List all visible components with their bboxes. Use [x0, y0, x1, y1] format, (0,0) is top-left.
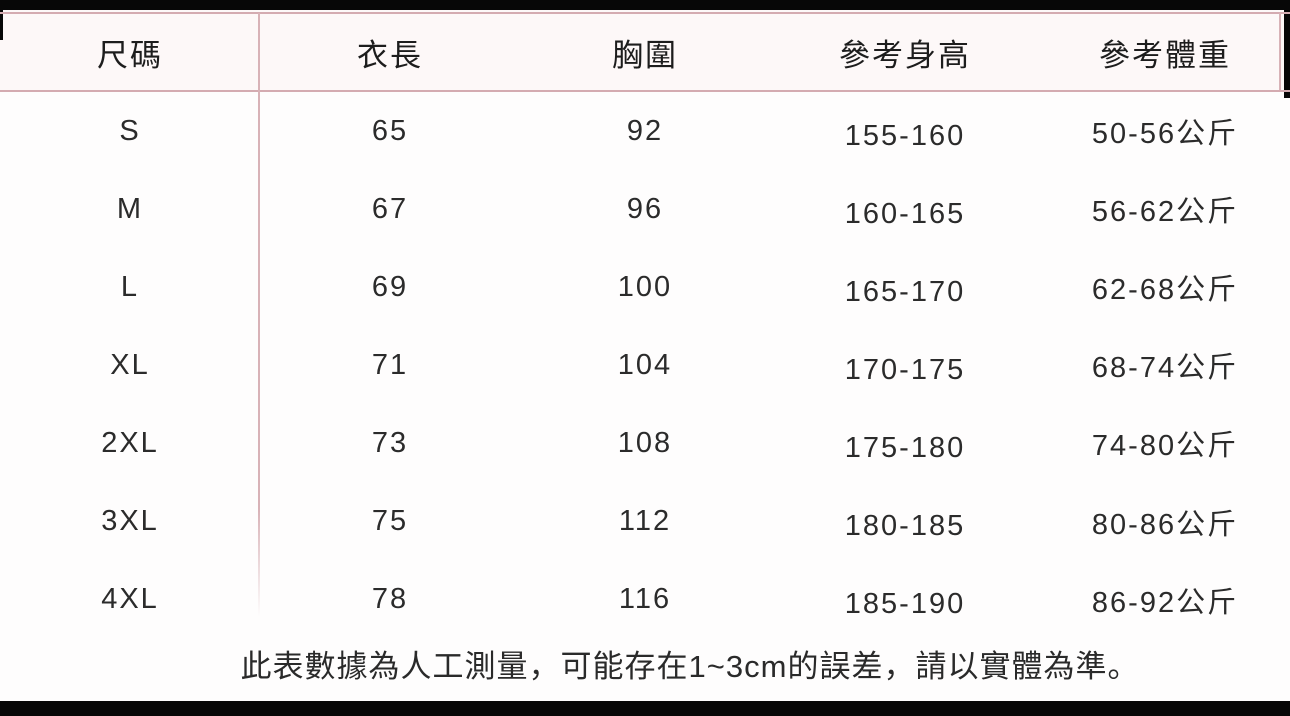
size-cell: 4XL — [101, 583, 159, 616]
table-right-rule — [1279, 13, 1281, 90]
length-cell: 73 — [371, 426, 409, 459]
height-cell: 155-160 — [844, 119, 966, 152]
height-cell: 165-170 — [844, 275, 966, 308]
height-cell: 175-180 — [844, 431, 966, 464]
chest-cell: 112 — [618, 505, 672, 538]
chest-cell: 96 — [626, 192, 664, 225]
height-cell: 180-185 — [844, 510, 966, 543]
column-divider-size — [258, 13, 260, 617]
size-cell: L — [120, 270, 140, 303]
height-cell: 170-175 — [844, 353, 966, 386]
size-cell: 2XL — [101, 426, 159, 459]
top-crop-bar — [0, 0, 1290, 10]
table-body: S 65 92 155-160 50-56公斤 M 67 96 160-165 … — [0, 92, 1290, 639]
column-header-size: 尺碼 — [97, 37, 163, 73]
measurement-disclaimer: 此表數據為人工測量，可能存在1~3cm的誤差，請以實體為準。 — [240, 649, 1140, 684]
height-cell: 160-165 — [844, 197, 966, 230]
right-crop-edge — [1284, 0, 1290, 98]
left-crop-edge — [0, 0, 3, 40]
length-cell: 69 — [371, 270, 409, 303]
size-cell: M — [116, 192, 144, 225]
column-header-weight: 參考體重 — [1099, 37, 1231, 73]
bottom-crop-bar — [0, 701, 1290, 716]
chest-cell: 104 — [617, 348, 673, 381]
weight-cell: 74-80公斤 — [1091, 430, 1239, 463]
weight-cell: 80-86公斤 — [1091, 508, 1239, 541]
chest-cell: 100 — [617, 270, 673, 303]
height-cell: 185-190 — [844, 588, 966, 621]
weight-cell: 62-68公斤 — [1091, 274, 1239, 307]
length-cell: 75 — [371, 505, 409, 538]
chest-cell: 116 — [618, 583, 672, 616]
length-cell: 65 — [371, 114, 409, 147]
weight-cell: 50-56公斤 — [1091, 118, 1239, 151]
header-bottom-rule — [0, 90, 1290, 92]
size-cell: S — [119, 114, 141, 147]
weight-cell: 86-92公斤 — [1091, 586, 1239, 619]
size-cell: 3XL — [101, 505, 159, 538]
column-header-length: 衣長 — [357, 37, 423, 73]
column-header-height: 參考身高 — [839, 37, 971, 73]
column-header-chest: 胸圍 — [612, 37, 678, 73]
weight-cell: 56-62公斤 — [1091, 196, 1239, 229]
size-cell: XL — [110, 348, 150, 381]
weight-cell: 68-74公斤 — [1091, 352, 1239, 385]
length-cell: 67 — [371, 192, 409, 225]
table-header-row: 尺碼 衣長 胸圍 參考身高 參考體重 — [0, 14, 1290, 90]
length-cell: 78 — [371, 583, 409, 616]
chest-cell: 92 — [626, 114, 664, 147]
header-top-rule — [0, 12, 1290, 14]
chest-cell: 108 — [617, 426, 673, 459]
length-cell: 71 — [371, 348, 409, 381]
